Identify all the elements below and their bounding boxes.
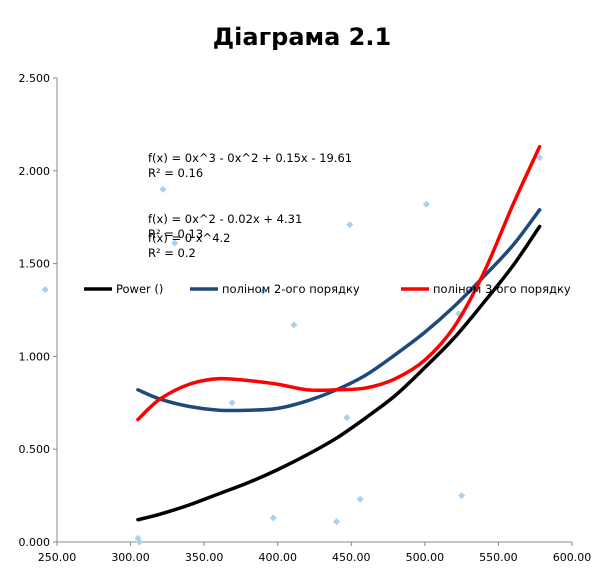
legend-item-label: поліном 3-ого порядку (433, 282, 571, 296)
equation-label: R² = 0.2 (148, 246, 196, 260)
data-point (171, 239, 179, 247)
y-tick-label: 1.000 (19, 350, 51, 363)
legend: Power () поліном 2-ого порядку поліном 3-о… (84, 282, 571, 296)
legend-item-label: Power () (116, 282, 163, 296)
chart-title: Діаграма 2.1 (213, 23, 391, 51)
x-tick-label: 500.00 (406, 551, 445, 564)
x-tick-label: 250.00 (38, 551, 77, 564)
equation-label: f(x) = 0x^3 - 0x^2 + 0.15x - 19.61 (148, 151, 352, 165)
data-point (346, 221, 354, 229)
y-tick-label: 0.000 (19, 536, 51, 549)
y-tick-label: 0.500 (19, 443, 51, 456)
trendlines (136, 144, 542, 522)
x-ticks: 250.00 300.00 350.00 400.00 450.00 500.00 550.… (38, 542, 592, 564)
data-point (269, 514, 277, 522)
data-point (343, 414, 351, 422)
data-point (135, 538, 143, 546)
y-tick-label: 1.500 (19, 258, 51, 271)
equation-label: R² = 0.13 (148, 227, 203, 241)
x-tick-label: 600.00 (553, 551, 592, 564)
data-point (159, 185, 167, 193)
x-tick-label: 450.00 (332, 551, 371, 564)
data-point (356, 495, 364, 503)
data-point (333, 518, 341, 526)
equation-label: f(x) = 0 x^4.2 (148, 231, 230, 245)
y-tick-label: 2.500 (19, 72, 51, 85)
equation-label: f(x) = 0x^2 - 0.02x + 4.31 (148, 212, 302, 226)
data-point (422, 200, 430, 208)
x-tick-label: 550.00 (479, 551, 518, 564)
data-point (290, 321, 298, 329)
data-point (41, 286, 49, 294)
data-point (259, 287, 267, 295)
equation-label: R² = 0.16 (148, 166, 203, 180)
data-point (536, 154, 544, 162)
data-point (228, 399, 236, 407)
trendline (136, 224, 542, 522)
y-tick-label: 2.000 (19, 165, 51, 178)
data-point (458, 492, 466, 500)
x-tick-label: 350.00 (185, 551, 224, 564)
x-tick-label: 400.00 (258, 551, 297, 564)
scatter-points (41, 154, 544, 546)
x-tick-label: 300.00 (111, 551, 150, 564)
trendline (136, 144, 542, 422)
y-ticks: 0.000 0.500 1.000 1.500 2.000 2.500 (19, 72, 57, 549)
legend-item-label: поліном 2-ого порядку (222, 282, 360, 296)
